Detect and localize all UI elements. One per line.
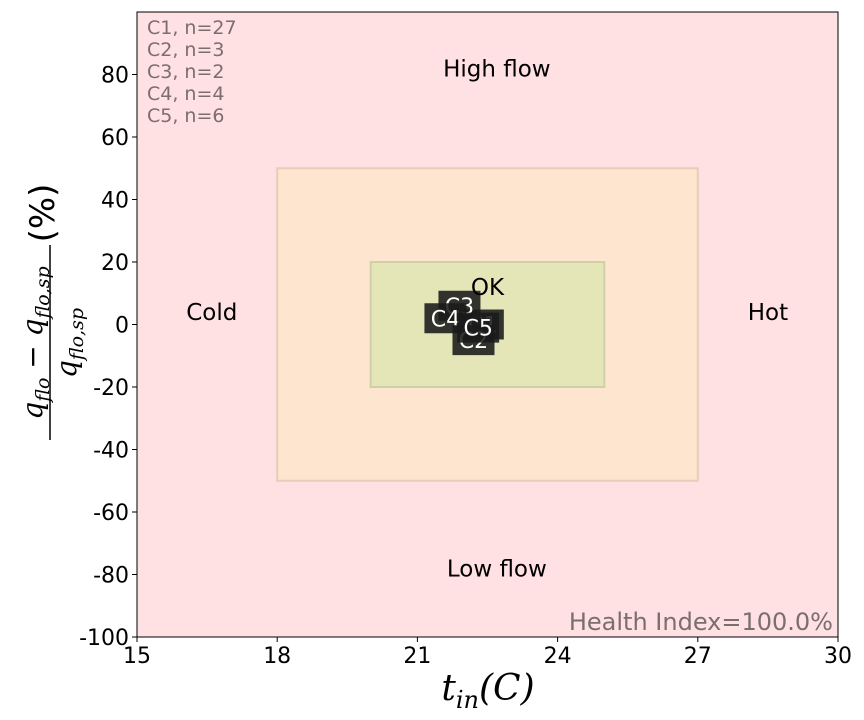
svg-text:qflo − qflo,sp: qflo − qflo,sp: [16, 266, 54, 419]
y-tick-label: -60: [93, 501, 129, 526]
svg-text:(%): (%): [23, 184, 63, 243]
region-labels: High flow Low flow Cold Hot OK: [186, 56, 788, 582]
cluster-markers: C1C3C4C2C5: [424, 290, 504, 356]
y-tick-label: -100: [79, 626, 129, 651]
x-tick-label: 30: [824, 644, 852, 669]
svg-text:qflo,sp: qflo,sp: [50, 308, 88, 378]
y-axis-ticks: 80 60 40 20 0 -20 -40 -60 -80 -100: [79, 64, 137, 651]
y-tick-label: 80: [101, 64, 129, 89]
cluster-label: C5: [463, 317, 492, 342]
region-label: OK: [471, 275, 505, 301]
y-tick-label: -20: [93, 376, 129, 401]
health-index-annotation: Health Index=100.0%: [569, 608, 833, 636]
x-tick-label: 24: [544, 644, 572, 669]
region-label: Hot: [748, 300, 788, 326]
region-label: Low flow: [447, 556, 547, 582]
x-axis-ticks: 15 18 21 24 27 30: [123, 637, 852, 669]
x-tick-label: 27: [684, 644, 712, 669]
y-tick-label: -80: [93, 564, 129, 589]
cluster-c5: C5: [457, 312, 500, 343]
y-tick-label: -40: [93, 439, 129, 464]
legend-entry: C5, n=6: [147, 105, 224, 127]
x-tick-label: 18: [263, 644, 291, 669]
x-tick-label: 15: [123, 644, 151, 669]
y-tick-label: 60: [101, 126, 129, 151]
cluster-box: [457, 312, 500, 343]
y-tick-label: 40: [101, 189, 129, 214]
y-tick-label: 0: [115, 314, 129, 339]
region-label: High flow: [443, 56, 551, 82]
x-axis-label: tin(C): [441, 668, 534, 714]
y-axis-label: qflo − qflo,sp qflo,sp (%): [16, 184, 88, 440]
legend-entry: C1, n=27: [147, 17, 237, 39]
region-label: Cold: [186, 300, 237, 326]
x-tick-label: 21: [403, 644, 431, 669]
legend-entry: C2, n=3: [147, 39, 224, 61]
legend-entry: C3, n=2: [147, 61, 224, 83]
y-tick-label: 20: [101, 251, 129, 276]
legend-entry: C4, n=4: [147, 83, 224, 105]
